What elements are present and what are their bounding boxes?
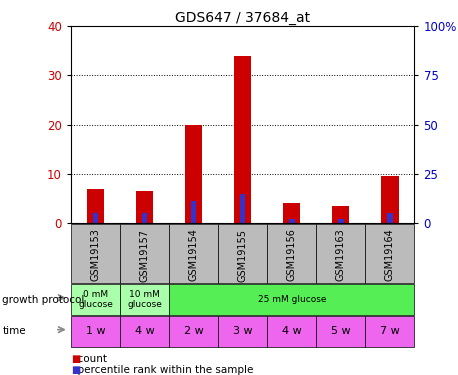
Text: GSM19164: GSM19164: [385, 229, 395, 281]
Bar: [120, 284, 169, 315]
Text: ■: ■: [71, 365, 80, 375]
Bar: [71, 224, 120, 283]
Bar: [136, 191, 153, 223]
Text: 5 w: 5 w: [331, 327, 351, 336]
Bar: [185, 124, 202, 223]
Text: percentile rank within the sample: percentile rank within the sample: [71, 365, 253, 375]
Bar: [169, 224, 218, 283]
Bar: [333, 206, 349, 223]
Bar: [387, 213, 393, 223]
Text: count: count: [71, 354, 107, 364]
Text: GSM19156: GSM19156: [287, 229, 297, 282]
Text: GSM19157: GSM19157: [140, 229, 150, 282]
Bar: [365, 316, 414, 347]
Text: 4 w: 4 w: [135, 327, 154, 336]
Bar: [169, 316, 218, 347]
Bar: [382, 176, 398, 223]
Text: 0 mM
glucose: 0 mM glucose: [78, 290, 113, 309]
Bar: [240, 194, 245, 223]
Bar: [267, 316, 316, 347]
Bar: [338, 219, 344, 223]
Bar: [71, 316, 120, 347]
Text: GSM19153: GSM19153: [91, 229, 100, 282]
Bar: [283, 203, 300, 223]
Text: GSM19155: GSM19155: [238, 229, 248, 282]
Bar: [267, 224, 316, 283]
Bar: [120, 316, 169, 347]
Bar: [169, 284, 414, 315]
Bar: [87, 189, 104, 223]
Bar: [234, 56, 251, 223]
Bar: [71, 284, 120, 315]
Bar: [93, 213, 98, 223]
Text: ■: ■: [71, 354, 80, 364]
Text: 7 w: 7 w: [380, 327, 400, 336]
Text: 3 w: 3 w: [233, 327, 252, 336]
Text: GSM19163: GSM19163: [336, 229, 346, 281]
Text: 25 mM glucose: 25 mM glucose: [257, 295, 326, 304]
Bar: [142, 213, 147, 223]
Bar: [218, 224, 267, 283]
Text: time: time: [2, 327, 26, 336]
Bar: [289, 219, 294, 223]
Text: 1 w: 1 w: [86, 327, 105, 336]
Bar: [191, 201, 196, 223]
Text: growth protocol: growth protocol: [2, 295, 85, 304]
Bar: [120, 224, 169, 283]
Bar: [365, 224, 414, 283]
Bar: [316, 316, 365, 347]
Text: GSM19154: GSM19154: [189, 229, 199, 282]
Text: 2 w: 2 w: [184, 327, 203, 336]
Text: 10 mM
glucose: 10 mM glucose: [127, 290, 162, 309]
Bar: [316, 224, 365, 283]
Title: GDS647 / 37684_at: GDS647 / 37684_at: [175, 11, 311, 25]
Text: 4 w: 4 w: [282, 327, 302, 336]
Bar: [218, 316, 267, 347]
